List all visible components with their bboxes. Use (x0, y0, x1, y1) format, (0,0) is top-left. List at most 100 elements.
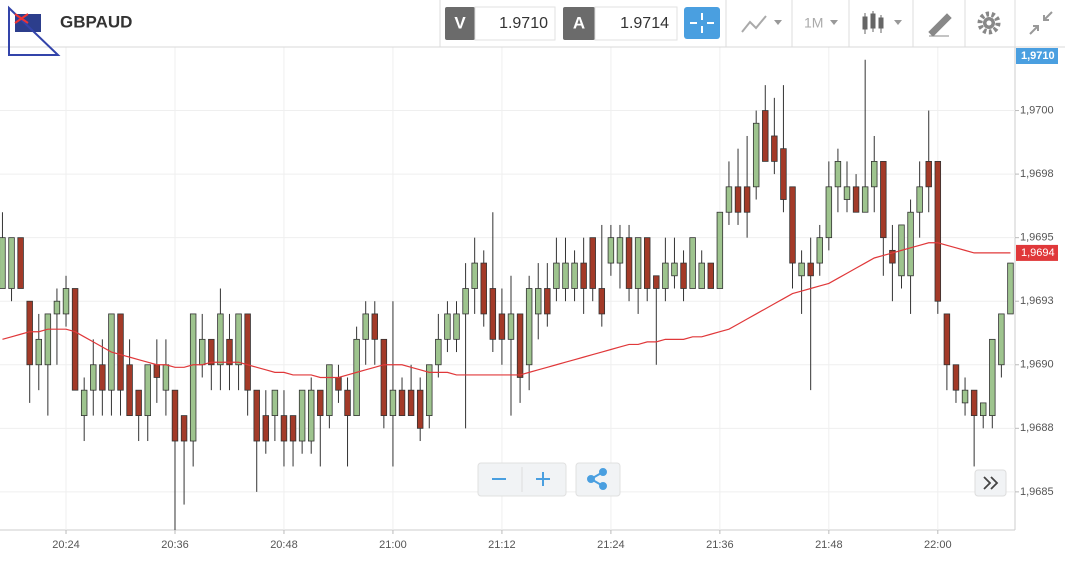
candle-body (498, 313, 506, 340)
y-tick-label: 1,9688 (1020, 422, 1054, 434)
candle-body (353, 338, 360, 417)
candle-body (507, 313, 515, 340)
ma-tag-label: 1,9694 (1021, 247, 1055, 259)
candle-body (126, 364, 133, 417)
candle-style-button[interactable] (862, 11, 902, 34)
candle-body (716, 211, 724, 289)
candle-body (925, 160, 932, 188)
share-button[interactable] (587, 468, 607, 490)
candle-body (725, 186, 733, 213)
candle-body (362, 313, 369, 340)
candle-body (99, 364, 106, 391)
bid-box[interactable] (474, 6, 556, 41)
candle-body (952, 364, 960, 391)
candle-body (571, 262, 578, 289)
candle-body (262, 415, 270, 442)
candle-body (553, 262, 560, 289)
candle-body (153, 364, 161, 378)
candle-body (435, 338, 442, 366)
candle-body (462, 288, 469, 315)
candle-body (743, 186, 751, 213)
candle-body (26, 300, 33, 366)
candle-body (662, 262, 669, 289)
candle-body (298, 389, 306, 442)
ask-badge[interactable] (563, 7, 595, 40)
candle-body (762, 110, 769, 162)
x-tick-label: 22:00 (924, 539, 952, 551)
candle-body (199, 338, 206, 366)
x-tick-label: 21:24 (597, 539, 625, 551)
symbol[interactable]: GBPAUD (60, 12, 132, 31)
candle-body (480, 262, 487, 315)
candle-body (289, 415, 297, 442)
scroll-end-icon (983, 476, 999, 490)
draw-button[interactable] (928, 13, 952, 37)
candle-body (235, 313, 242, 366)
candle-body (226, 338, 233, 366)
candle-body (544, 288, 551, 315)
candle-body (280, 415, 288, 442)
candle-body (852, 186, 860, 213)
candle-body (734, 186, 742, 213)
candle-body (17, 237, 24, 289)
settings-button[interactable] (977, 11, 1001, 35)
candle-body (53, 300, 61, 315)
last-price-label: 1,9710 (1021, 50, 1055, 62)
candle-body (180, 415, 188, 442)
candle-body (889, 249, 896, 264)
x-tick-label: 20:24 (52, 539, 80, 551)
candle-body (326, 364, 333, 417)
candle-body (80, 389, 88, 417)
candle-body (217, 313, 224, 366)
x-tick-label: 21:48 (815, 539, 843, 551)
candle-body (208, 338, 215, 366)
candle-body (643, 237, 651, 289)
candle-body (535, 288, 542, 315)
candle-body (562, 262, 569, 289)
ask-box[interactable] (594, 6, 678, 41)
candle-body (171, 389, 179, 442)
candle-body (380, 338, 388, 417)
bid-badge[interactable] (445, 7, 475, 40)
candle-body (834, 160, 842, 188)
chart-type-button[interactable] (741, 15, 782, 33)
x-tick-label: 21:36 (706, 539, 734, 551)
candle-body (407, 389, 415, 417)
candle-body (598, 288, 606, 315)
candle-body (307, 389, 315, 442)
timeframe[interactable]: 1M (804, 15, 823, 31)
candle-body (752, 122, 760, 188)
candle-body (771, 135, 778, 162)
candle-body (607, 237, 615, 264)
candle-body (880, 160, 887, 239)
candle-body (35, 338, 42, 366)
x-tick-label: 21:00 (379, 539, 407, 551)
candle-body (62, 288, 70, 315)
candle-body (525, 288, 533, 366)
candle-body (961, 389, 969, 404)
ask-label: A (573, 13, 585, 32)
candle-body (943, 313, 951, 366)
candle-body (371, 313, 378, 340)
collapse-button[interactable] (1029, 11, 1053, 35)
candle-body (989, 338, 996, 417)
zoom-in[interactable] (536, 472, 550, 486)
candle-body (789, 186, 796, 264)
crosshair-button[interactable] (684, 7, 720, 39)
x-tick-label: 20:36 (161, 539, 189, 551)
candle-body (625, 237, 633, 289)
x-tick-label: 21:12 (488, 539, 516, 551)
candle-body (389, 389, 397, 417)
candle-body (398, 389, 406, 417)
candle-body (816, 237, 823, 264)
candle-body (271, 389, 279, 417)
candle-body (244, 313, 251, 391)
candle-body (416, 389, 424, 429)
candle-body (580, 262, 587, 289)
candle-body (0, 237, 6, 289)
candle-body (825, 186, 833, 239)
candle-body (253, 389, 260, 442)
candle-body (453, 313, 460, 340)
